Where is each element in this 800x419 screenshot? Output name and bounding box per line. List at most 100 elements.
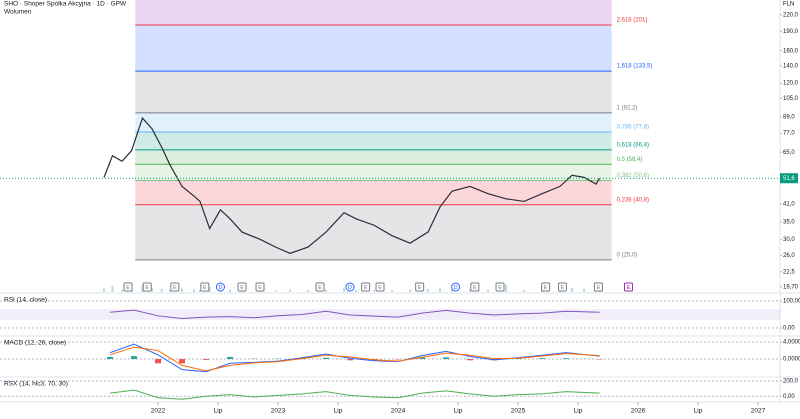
- y-tick-label: 35,0: [783, 220, 795, 226]
- event-label: E: [258, 285, 262, 291]
- event-marker: [315, 282, 325, 292]
- y-tick-label: 4,0000: [783, 340, 800, 346]
- x-tick-label: 2025: [511, 408, 526, 415]
- y-tick-label: 30,0: [783, 237, 795, 243]
- volume-bar: [160, 289, 163, 292]
- volume-bar: [208, 286, 211, 292]
- volume-bar: [141, 284, 144, 292]
- data-line: [109, 389, 600, 400]
- volume-bar: [451, 287, 454, 292]
- current-price-box: [780, 173, 798, 184]
- event-marker: [451, 282, 461, 292]
- y-tick-label: 200,0: [783, 378, 799, 384]
- event-marker: [375, 282, 385, 292]
- data-line: [103, 116, 601, 254]
- event-marker: [237, 282, 247, 292]
- fib-zone: [135, 131, 612, 150]
- event-marker: [142, 282, 152, 292]
- x-tick-label: Lip: [574, 408, 583, 415]
- macd-histogram: [419, 357, 426, 360]
- volume-bar: [505, 284, 508, 292]
- event-marker: [255, 282, 265, 292]
- volume-bar: [487, 289, 490, 292]
- event-marker: [593, 282, 603, 292]
- event-label: D: [454, 285, 458, 291]
- event-label: E: [318, 285, 322, 291]
- event-label: E: [627, 285, 631, 291]
- volume-bar: [193, 289, 196, 292]
- y-tick-label: 22,5: [783, 269, 795, 275]
- volume-bar: [391, 290, 394, 292]
- volume-bar: [169, 289, 172, 292]
- event-label: E: [597, 285, 601, 291]
- event-marker: [170, 282, 180, 292]
- event-marker: [541, 282, 551, 292]
- y-tick-label: 0,00: [783, 326, 795, 332]
- y-tick-label: 120,0: [783, 81, 799, 87]
- y-tick-label: 140,0: [783, 63, 799, 69]
- fib-label: 0,382 (50,6): [617, 173, 649, 179]
- fib-label: 0,5 (58,4): [617, 157, 643, 163]
- volume-bar: [199, 289, 202, 292]
- y-tick-label: 89,0: [783, 114, 795, 120]
- event-label: D: [348, 285, 352, 291]
- volume-bar: [469, 289, 472, 292]
- macd-histogram: [563, 358, 570, 360]
- macd-histogram: [443, 357, 450, 360]
- event-label: E: [240, 285, 244, 291]
- event-marker: [557, 282, 567, 292]
- event-marker: [415, 282, 425, 292]
- event-marker: [345, 282, 355, 292]
- x-tick-label: Lip: [334, 408, 343, 415]
- y-tick-label: 105,0: [783, 96, 799, 102]
- macd-histogram: [323, 357, 330, 360]
- macd-histogram: [131, 356, 138, 360]
- y-tick-label: 0,0000: [783, 357, 800, 363]
- event-label: E: [203, 285, 207, 291]
- y-tick-label: 26,0: [783, 253, 795, 259]
- event-marker: [623, 282, 633, 292]
- event-label: E: [145, 285, 149, 291]
- event-marker: [123, 282, 133, 292]
- fib-zone: [135, 164, 612, 181]
- event-marker: [495, 282, 505, 292]
- macd-histogram: [179, 359, 186, 364]
- pane-subtitle: Wolumen: [4, 9, 32, 16]
- volume-bar: [523, 289, 526, 292]
- fib-label: 2,618 (201): [617, 18, 648, 24]
- volume-bar: [111, 286, 114, 292]
- fib-zone: [135, 25, 612, 72]
- volume-bar: [181, 288, 184, 292]
- current-price-label: 51,6: [783, 176, 795, 182]
- event-marker: [361, 282, 371, 292]
- event-marker: [215, 282, 225, 292]
- volume-bar: [439, 288, 442, 292]
- fib-label: 0,786 (77,8): [617, 125, 649, 131]
- fib-label: 1 (92,2): [617, 105, 638, 111]
- volume-bar: [427, 289, 430, 292]
- macd-histogram: [107, 356, 114, 360]
- data-line: [109, 346, 600, 372]
- event-label: E: [126, 285, 130, 291]
- event-label: E: [378, 285, 382, 291]
- volume-bar: [343, 287, 346, 292]
- fib-zone: [135, 149, 612, 165]
- event-label: E: [418, 285, 422, 291]
- x-tick-label: Lip: [694, 408, 703, 415]
- x-tick-label: 2027: [751, 408, 766, 415]
- fib-zone: [135, 180, 612, 205]
- event-marker: [200, 282, 210, 292]
- currency: FLN: [783, 2, 794, 8]
- y-tick-label: 160,0: [783, 48, 799, 54]
- fib-label: 0 (25,0): [617, 252, 638, 258]
- y-tick-label: 41,0: [783, 202, 795, 208]
- volume-bar: [571, 287, 574, 292]
- volume-bar: [325, 289, 328, 292]
- event-marker: [470, 282, 480, 292]
- volume-bar: [409, 289, 412, 292]
- volume-bar: [121, 289, 124, 292]
- pane-title: MACD (12, 26, close): [4, 340, 66, 347]
- fib-zone: [135, 204, 612, 260]
- data-line: [109, 309, 600, 320]
- event-label: E: [561, 285, 565, 291]
